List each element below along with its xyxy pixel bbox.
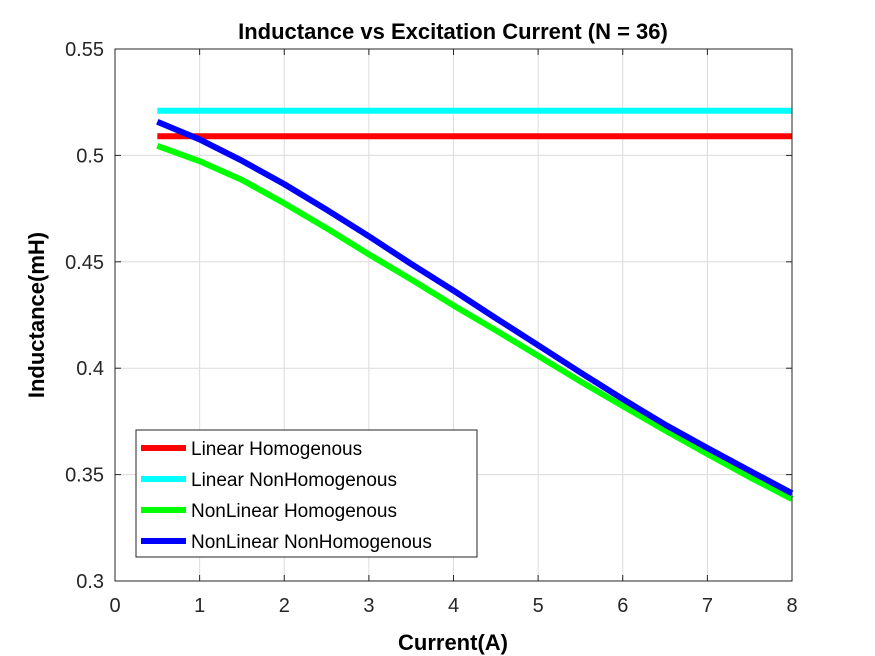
x-tick-label: 0	[109, 595, 120, 617]
x-tick-label: 6	[617, 595, 628, 617]
legend-label: Linear NonHomogenous	[191, 470, 397, 491]
x-tick-label: 4	[448, 595, 459, 617]
legend-box	[135, 429, 478, 558]
x-tick-label: 3	[363, 595, 374, 617]
y-tick-label: 0.5	[76, 145, 104, 167]
y-tick-label: 0.4	[76, 358, 104, 380]
y-tick-label: 0.3	[76, 571, 104, 593]
y-tick-label: 0.35	[65, 465, 104, 487]
series-lines	[156, 107, 794, 502]
y-axis-label: Inductance(mH)	[24, 232, 49, 398]
x-tick-label: 1	[194, 595, 205, 617]
x-tick-label: 7	[702, 595, 713, 617]
chart-title: Inductance vs Excitation Current (N = 36…	[238, 19, 668, 44]
series-line-3	[156, 142, 794, 502]
y-tick-label: 0.55	[65, 39, 104, 61]
tick-labels: 0 1 2 3 4 5 6 7 8 0.3 0.35 0.4 0.45 0.5 0.55	[65, 39, 798, 617]
ticks	[114, 48, 793, 582]
legend-label: NonLinear NonHomogenous	[191, 532, 432, 553]
x-tick-label: 8	[786, 595, 797, 617]
legend-label: Linear Homogenous	[191, 439, 362, 460]
legend: Linear Homogenous Linear NonHomogenous Non…	[135, 429, 478, 558]
legend-label: NonLinear Homogenous	[191, 501, 397, 522]
x-tick-label: 2	[279, 595, 290, 617]
x-tick-label: 5	[533, 595, 544, 617]
y-tick-label: 0.45	[65, 252, 104, 274]
x-axis-label: Current(A)	[398, 630, 508, 655]
series-line-4	[156, 119, 794, 496]
